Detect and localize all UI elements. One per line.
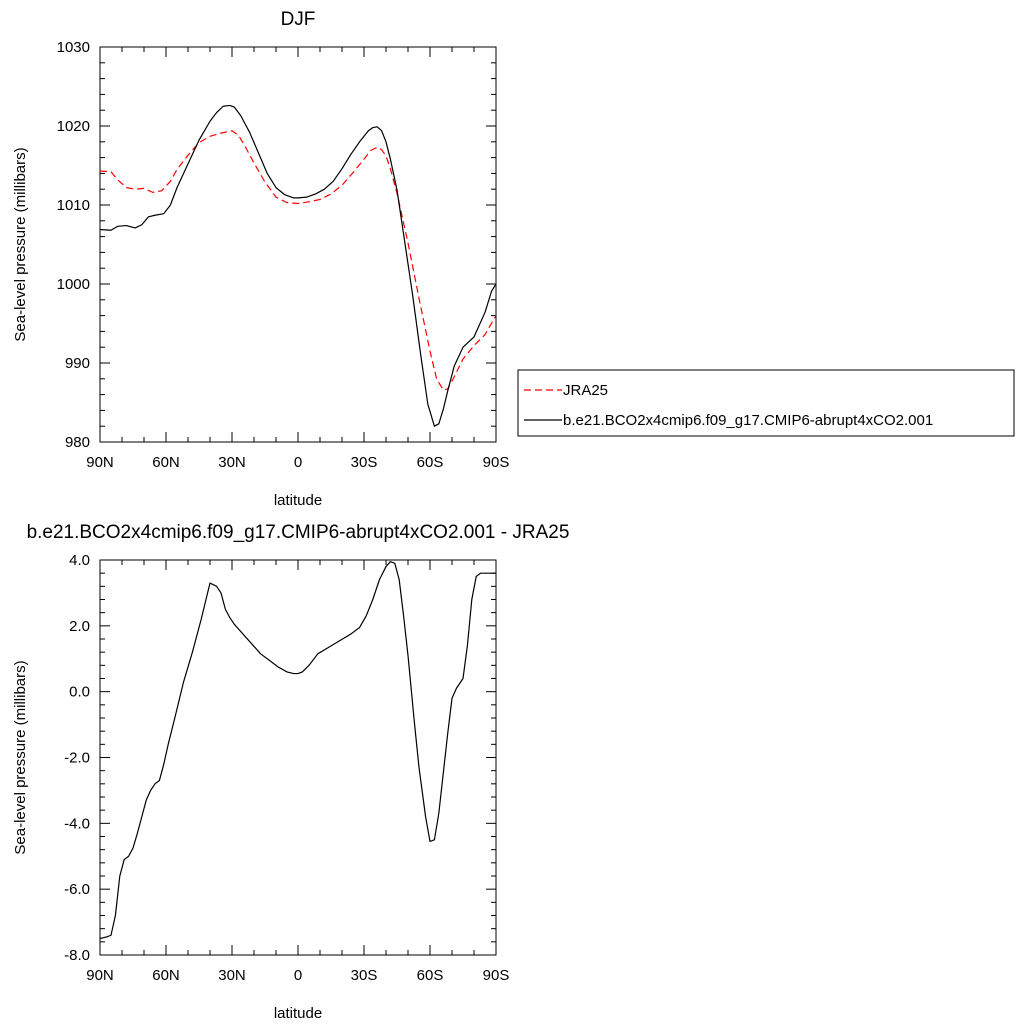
top-x-tick-label: 60N — [152, 454, 180, 471]
top-y-tick-label: 1030 — [57, 39, 90, 56]
bottom-y-tick-label: 4.0 — [69, 552, 90, 569]
legend-label-jra25: JRA25 — [563, 382, 608, 399]
bottom-x-tick-label: 30S — [351, 967, 378, 984]
top-x-tick-label: 0 — [294, 454, 302, 471]
bottom-y-axis-title: Sea-level pressure (millibars) — [12, 660, 29, 854]
top-x-tick-label: 30S — [351, 454, 378, 471]
bottom-y-tick-label: -4.0 — [64, 815, 90, 832]
bottom-x-tick-label: 60S — [417, 967, 444, 984]
bottom-panel: 90N 60N 30N 0 30S 60S 90S -8.0 -6.0 -4.0 -2.0 0.0 2.… — [12, 522, 569, 1022]
top-x-tick-label: 60S — [417, 454, 444, 471]
bottom-x-tick-label: 30N — [218, 967, 246, 984]
bottom-y-tick-label: -6.0 — [64, 881, 90, 898]
legend-box — [517, 369, 1015, 437]
bottom-chart-title: b.e21.BCO2x4cmip6.f09_g17.CMIP6-abrupt4x… — [27, 522, 570, 543]
top-x-tick-label: 30N — [218, 454, 246, 471]
bottom-series-difference-line — [100, 561, 496, 940]
top-series-jra25-line — [100, 130, 496, 391]
bottom-x-axis-title: latitude — [274, 1005, 322, 1022]
bottom-y-tick-label: -8.0 — [64, 947, 90, 964]
bottom-y-tick-label: 0.0 — [69, 684, 90, 701]
legend: JRA25 b.e21.BCO2x4cmip6.f09_g17.CMIP6-abr… — [517, 369, 1015, 437]
bottom-x-tick-label: 0 — [294, 967, 302, 984]
top-y-tick-label: 980 — [65, 434, 90, 451]
top-x-axis-title: latitude — [274, 492, 322, 509]
bottom-y-tick-label: 2.0 — [69, 618, 90, 635]
top-y-axis-title: Sea-level pressure (millibars) — [12, 147, 29, 341]
top-y-tick-label: 1010 — [57, 197, 90, 214]
bottom-x-tick-label: 90N — [86, 967, 114, 984]
top-plot-frame — [99, 46, 497, 443]
legend-label-model: b.e21.BCO2x4cmip6.f09_g17.CMIP6-abrupt4x… — [563, 412, 933, 429]
top-chart-title: DJF — [281, 9, 316, 30]
bottom-plot-frame — [99, 559, 497, 956]
top-y-tick-label: 990 — [65, 355, 90, 372]
top-y-tick-label: 1000 — [57, 276, 90, 293]
bottom-x-tick-label: 90S — [483, 967, 510, 984]
top-panel: 90N 60N 30N 0 30S 60S 90S 980 990 1000 1010 1020 103… — [12, 9, 509, 509]
top-y-tick-label: 1020 — [57, 118, 90, 135]
top-x-tick-label: 90S — [483, 454, 510, 471]
bottom-y-tick-label: -2.0 — [64, 750, 90, 767]
top-series-model-line — [100, 104, 496, 427]
bottom-x-tick-label: 60N — [152, 967, 180, 984]
top-x-tick-label: 90N — [86, 454, 114, 471]
